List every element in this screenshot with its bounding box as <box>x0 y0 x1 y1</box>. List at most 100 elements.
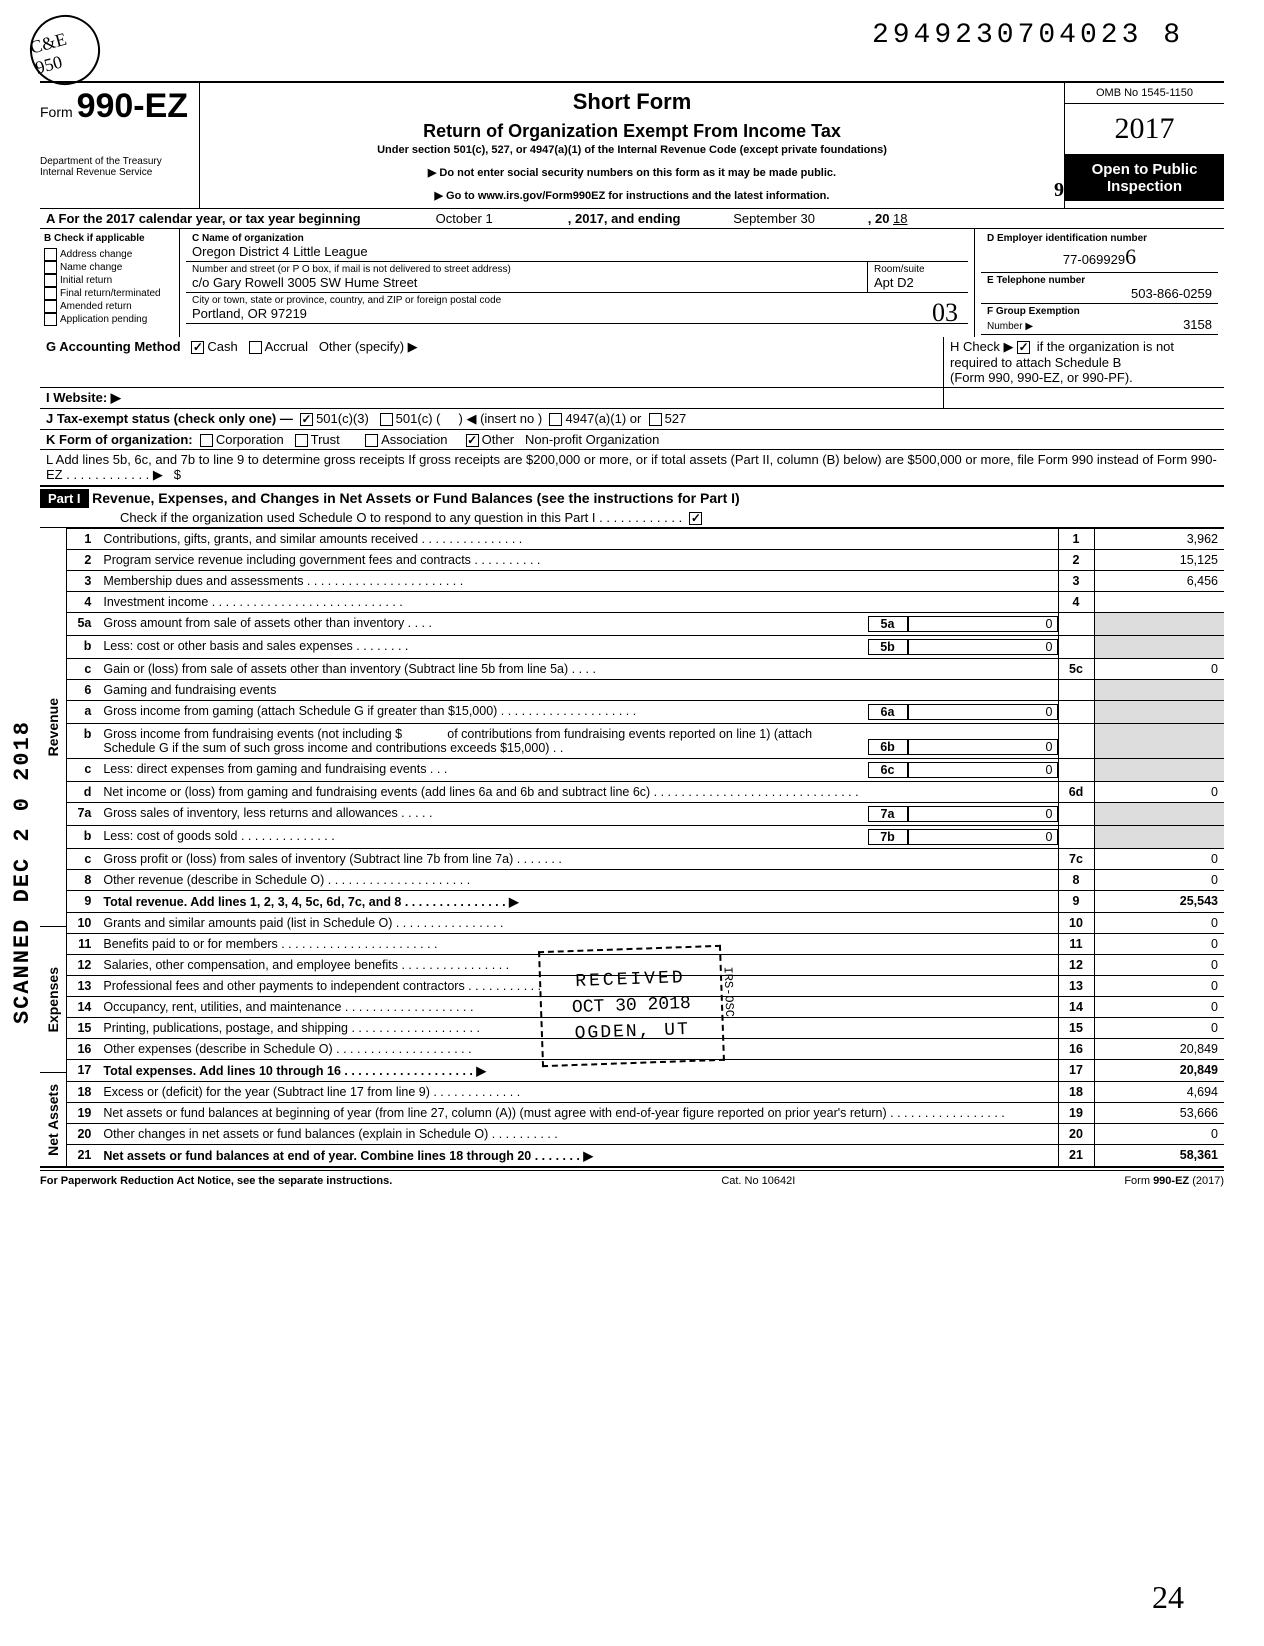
part-1-header: Part I Revenue, Expenses, and Changes in… <box>40 486 1224 528</box>
street-value: c/o Gary Rowell 3005 SW Hume Street <box>192 275 861 290</box>
line-6b-text: Gross income from fundraising events (no… <box>103 727 402 741</box>
line-2-amt: 15,125 <box>1094 550 1224 571</box>
line-7c-text: Gross profit or (loss) from sales of inv… <box>97 849 1058 870</box>
line-21-amt: 58,361 <box>1094 1145 1224 1167</box>
cb-label: Initial return <box>60 275 112 286</box>
line-12-amt: 0 <box>1094 955 1224 976</box>
form-header: Form 990-EZ Department of the Treasury I… <box>40 81 1224 209</box>
line-5b-text: Less: cost or other basis and sales expe… <box>103 639 867 655</box>
city-value: Portland, OR 97219 <box>192 306 962 321</box>
line-7b-text: Less: cost of goods sold . . . . . . . .… <box>103 829 867 845</box>
checkbox-initial-return[interactable] <box>44 274 57 287</box>
document-id: 2949230704023 8 <box>40 20 1224 51</box>
tax-year-begin: October 1 <box>364 211 564 226</box>
line-9-amt: 25,543 <box>1094 891 1224 913</box>
lines-table: 1Contributions, gifts, grants, and simil… <box>67 528 1224 1166</box>
line-13-amt: 0 <box>1094 976 1224 997</box>
group-exemption-value: 3158 <box>1183 317 1212 332</box>
line-5c-amt: 0 <box>1094 659 1224 680</box>
checkbox-501c3[interactable] <box>300 413 313 426</box>
line-a-mid: , 2017, and ending <box>568 211 681 226</box>
line-7a-text: Gross sales of inventory, less returns a… <box>103 806 867 822</box>
checkbox-other-org[interactable] <box>466 434 479 447</box>
revenue-side-label: Revenue <box>45 698 61 756</box>
checkbox-accrual[interactable] <box>249 341 262 354</box>
form-title: Return of Organization Exempt From Incom… <box>210 121 1054 142</box>
street-label: Number and street (or P O box, if mail i… <box>192 264 861 275</box>
section-d-label: D Employer identification number <box>987 233 1212 244</box>
line-4-text: Investment income . . . . . . . . . . . … <box>97 592 1058 613</box>
line-16-amt: 20,849 <box>1094 1039 1224 1060</box>
checkbox-final-return[interactable] <box>44 287 57 300</box>
line-6c-text: Less: direct expenses from gaming and fu… <box>103 762 867 778</box>
checkbox-name-change[interactable] <box>44 261 57 274</box>
received-stamp: RECEIVED OCT 30 2018 OGDEN, UT IRS-OSC <box>538 945 725 1067</box>
line-20-text: Other changes in net assets or fund bala… <box>97 1124 1058 1145</box>
checkbox-assoc[interactable] <box>365 434 378 447</box>
line-20-amt: 0 <box>1094 1124 1224 1145</box>
501c3-label: 501(c)(3) <box>316 411 369 426</box>
footer-mid: Cat. No 10642I <box>721 1175 795 1187</box>
cb-label: Address change <box>60 249 132 260</box>
tax-year: 2017 <box>1065 104 1224 155</box>
checkbox-address-change[interactable] <box>44 248 57 261</box>
tax-year-end-month: September 30 <box>684 211 864 226</box>
line-1-text: Contributions, gifts, grants, and simila… <box>97 529 1058 550</box>
section-g-label: G Accounting Method <box>46 339 181 354</box>
section-i-label: I Website: ▶ <box>46 390 121 405</box>
line-10-amt: 0 <box>1094 913 1224 934</box>
checkbox-501c[interactable] <box>380 413 393 426</box>
checkbox-527[interactable] <box>649 413 662 426</box>
line-5b-amt: 0 <box>908 639 1058 655</box>
corp-label: Corporation <box>216 432 284 447</box>
form-number: 990-EZ <box>77 87 189 125</box>
checkbox-app-pending[interactable] <box>44 313 57 326</box>
checkbox-4947[interactable] <box>549 413 562 426</box>
accrual-label: Accrual <box>265 339 308 354</box>
checkbox-no-sched-b[interactable] <box>1017 341 1030 354</box>
checkbox-schedule-o[interactable] <box>689 512 702 525</box>
stamp-date: OCT 30 2018 <box>572 994 691 1018</box>
h-text3: (Form 990, 990-EZ, or 990-PF). <box>950 370 1133 385</box>
checkbox-corp[interactable] <box>200 434 213 447</box>
line-a: A For the 2017 calendar year, or tax yea… <box>40 209 1224 229</box>
line-6d-amt: 0 <box>1094 782 1224 803</box>
checkbox-amended[interactable] <box>44 300 57 313</box>
footer-right: Form 990-EZ (2017) <box>1124 1175 1224 1187</box>
cb-label: Application pending <box>60 314 147 325</box>
cb-label: Amended return <box>60 301 132 312</box>
line-14-amt: 0 <box>1094 997 1224 1018</box>
line-5a-text: Gross amount from sale of assets other t… <box>103 616 867 632</box>
line-19-amt: 53,666 <box>1094 1103 1224 1124</box>
omb-number: OMB No 1545-1150 <box>1065 83 1224 104</box>
527-label: 527 <box>665 411 687 426</box>
line-6b-amt: 0 <box>908 739 1058 755</box>
section-k-label: K Form of organization: <box>46 432 193 447</box>
h-text1: if the organization is not <box>1037 339 1174 354</box>
section-e-label: E Telephone number <box>987 275 1212 286</box>
501c-label: 501(c) ( <box>396 411 441 426</box>
handwritten-909: 909 <box>1054 179 1084 202</box>
line-6a-amt: 0 <box>908 704 1058 720</box>
handwritten-24: 24 <box>1152 1579 1184 1616</box>
line-7b-amt: 0 <box>908 829 1058 845</box>
phone-value: 503-866-0259 <box>987 286 1212 301</box>
other-org-label: Other <box>482 432 515 447</box>
form-subtitle: Under section 501(c), 527, or 4947(a)(1)… <box>210 144 1054 156</box>
note-no-ssn: ▶ Do not enter social security numbers o… <box>210 166 1054 179</box>
stamp-loc: OGDEN, UT <box>573 1020 692 1044</box>
4947-label: 4947(a)(1) or <box>565 411 641 426</box>
line-7a-amt: 0 <box>908 806 1058 822</box>
short-form-label: Short Form <box>210 89 1054 115</box>
line-8-text: Other revenue (describe in Schedule O) .… <box>97 870 1058 891</box>
checkbox-cash[interactable] <box>191 341 204 354</box>
line-6-text: Gaming and fundraising events <box>97 680 1058 701</box>
other-label: Other (specify) ▶ <box>319 339 418 354</box>
part-1-title: Revenue, Expenses, and Changes in Net As… <box>92 490 740 506</box>
checkbox-trust[interactable] <box>295 434 308 447</box>
section-c-name-label: C Name of organization <box>192 233 962 244</box>
form-prefix: Form <box>40 104 73 120</box>
line-5a-amt: 0 <box>908 616 1058 632</box>
stamp-side: IRS-OSC <box>721 967 737 1018</box>
line-9-text: Total revenue. Add lines 1, 2, 3, 4, 5c,… <box>97 891 1058 913</box>
